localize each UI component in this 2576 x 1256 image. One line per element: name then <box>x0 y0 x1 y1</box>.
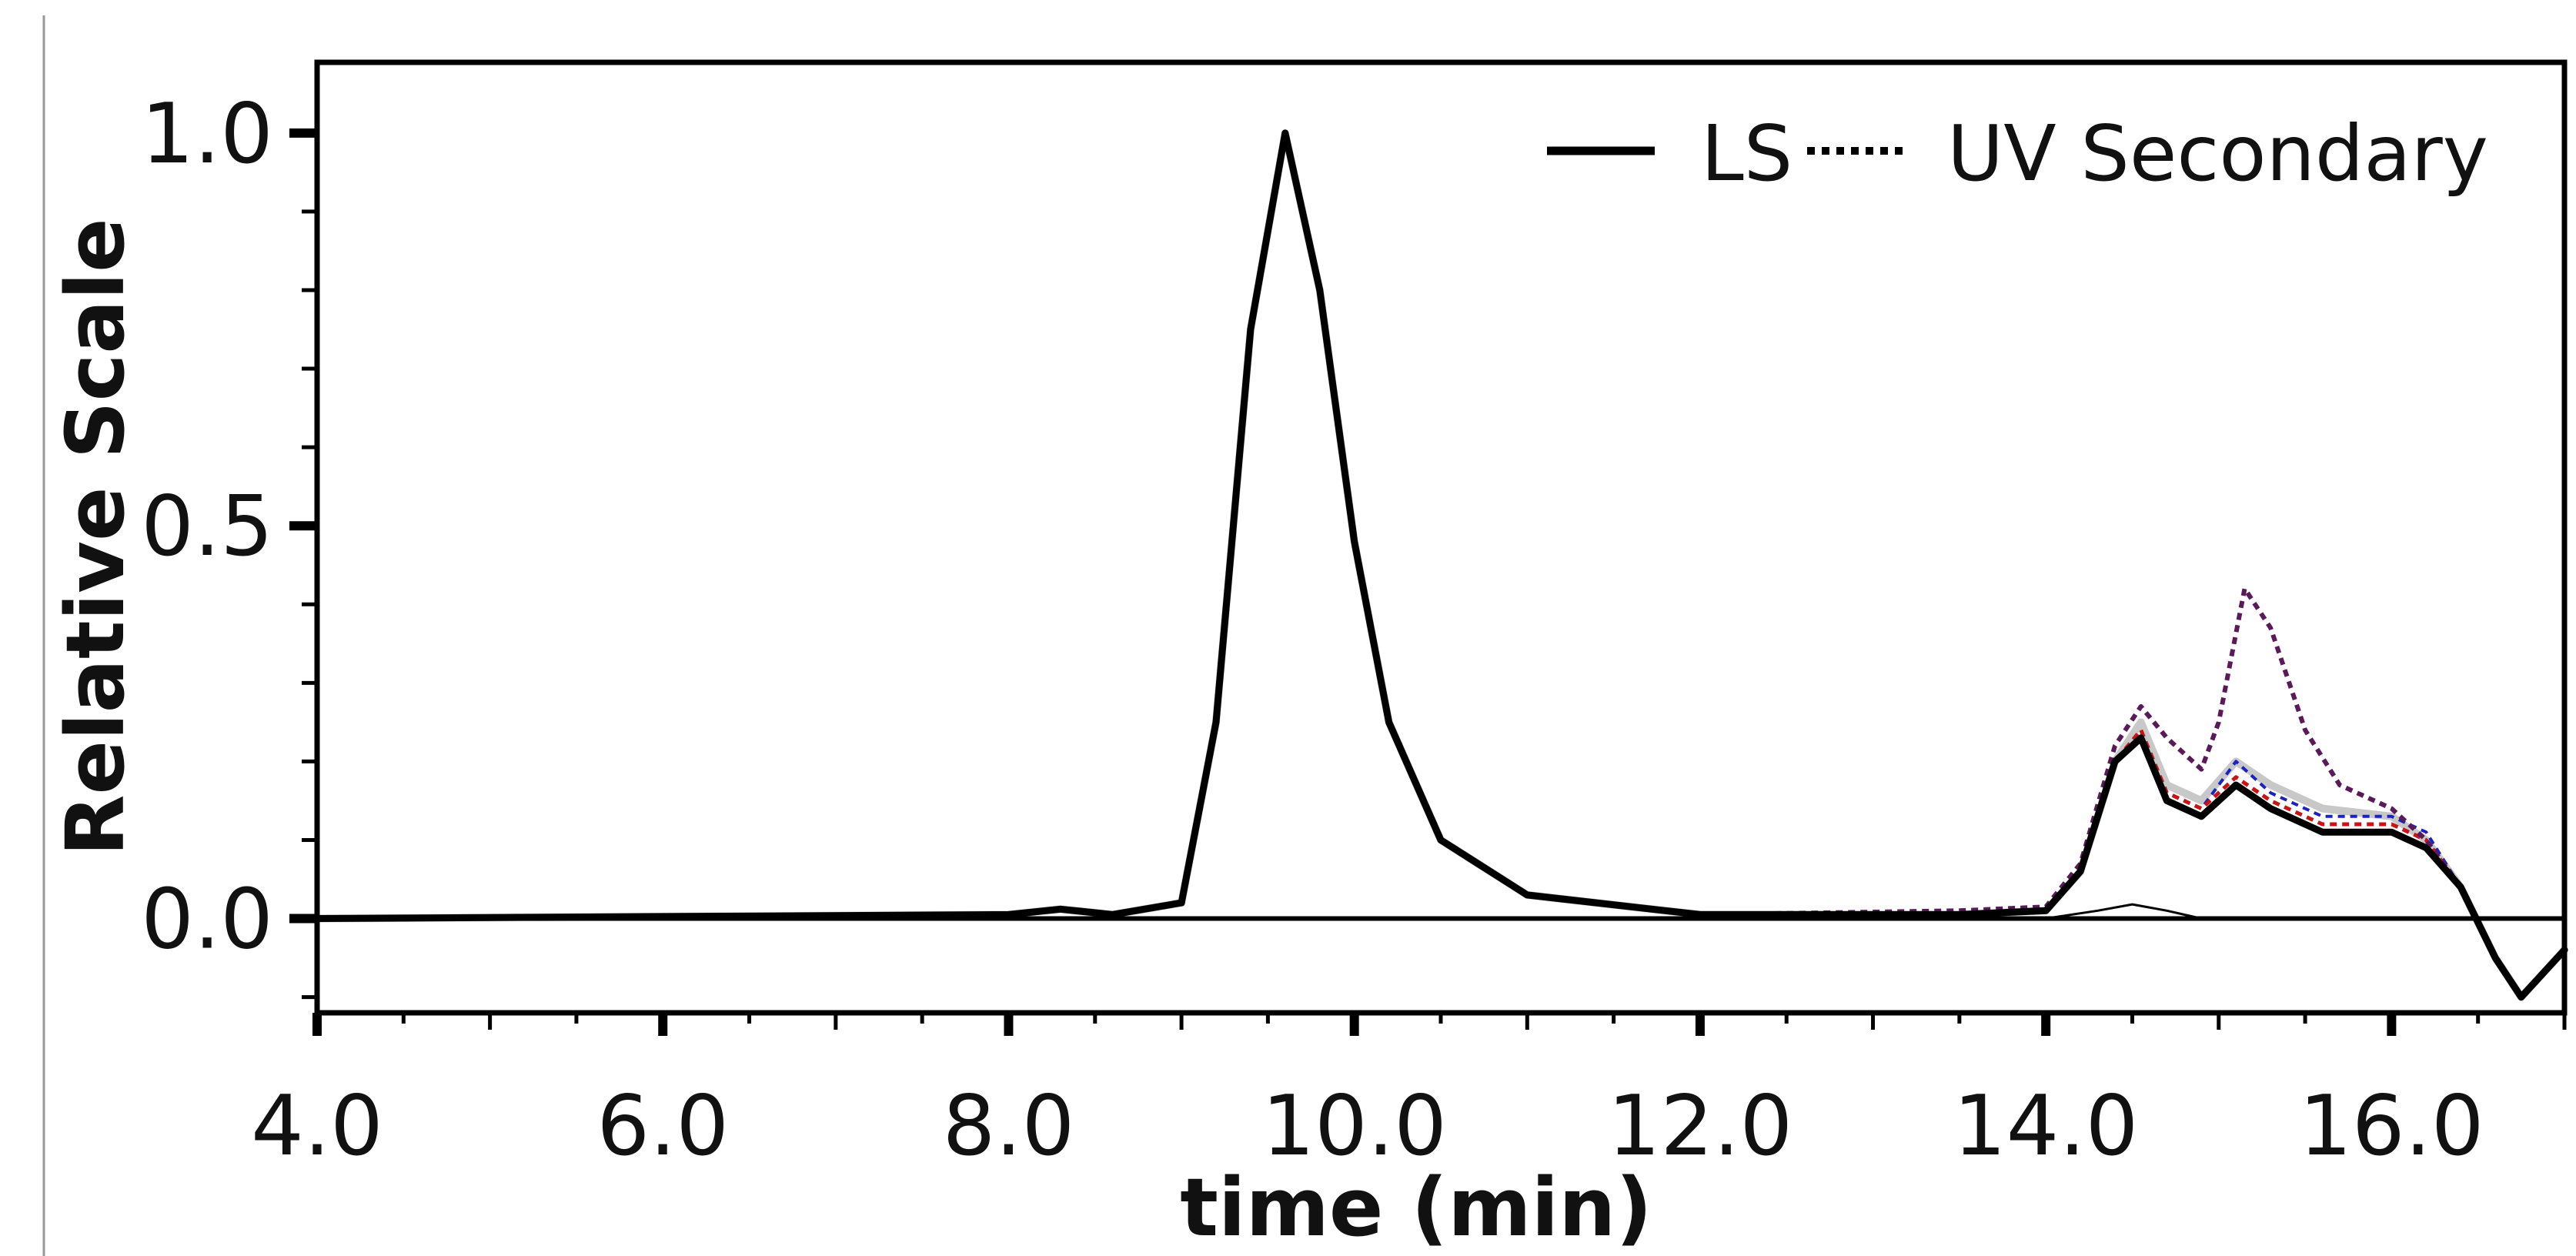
legend: LS UV Secondary <box>1547 109 2488 199</box>
legend-ls-label: LS <box>1701 109 1793 199</box>
y-tick-label: 0.5 <box>141 479 273 575</box>
x-axis: 4.0 6.0 8.0 10.0 12.0 14.0 16.0 <box>251 1013 2567 1174</box>
series-line-1 <box>313 129 2568 1001</box>
x-tick-label: 8.0 <box>943 1078 1075 1174</box>
plot-frame <box>314 59 2568 1016</box>
series-line-3 <box>316 131 2566 1000</box>
y-tick-label: 1.0 <box>141 86 273 182</box>
series-line-5 <box>313 129 2568 1001</box>
plot-lines <box>313 129 2568 1001</box>
x-tick-label: 12.0 <box>1608 1078 1793 1174</box>
y-tick-label: 0.0 <box>141 872 273 968</box>
legend-uv-label: UV Secondary <box>1947 109 2488 199</box>
series-line-4 <box>316 130 2567 1000</box>
y-axis-title: Relative Scale <box>48 218 142 856</box>
x-tick-label: 16.0 <box>2299 1078 2484 1174</box>
x-tick-label: 10.0 <box>1261 1078 1446 1174</box>
y-axis: 0.0 0.5 1.0 <box>141 86 317 1000</box>
x-tick-label: 14.0 <box>1953 1078 2138 1174</box>
series-line-2 <box>316 131 2566 999</box>
x-axis-title: time (min) <box>1180 1161 1652 1254</box>
x-tick-label: 4.0 <box>251 1078 383 1174</box>
x-tick-label: 6.0 <box>596 1078 729 1174</box>
